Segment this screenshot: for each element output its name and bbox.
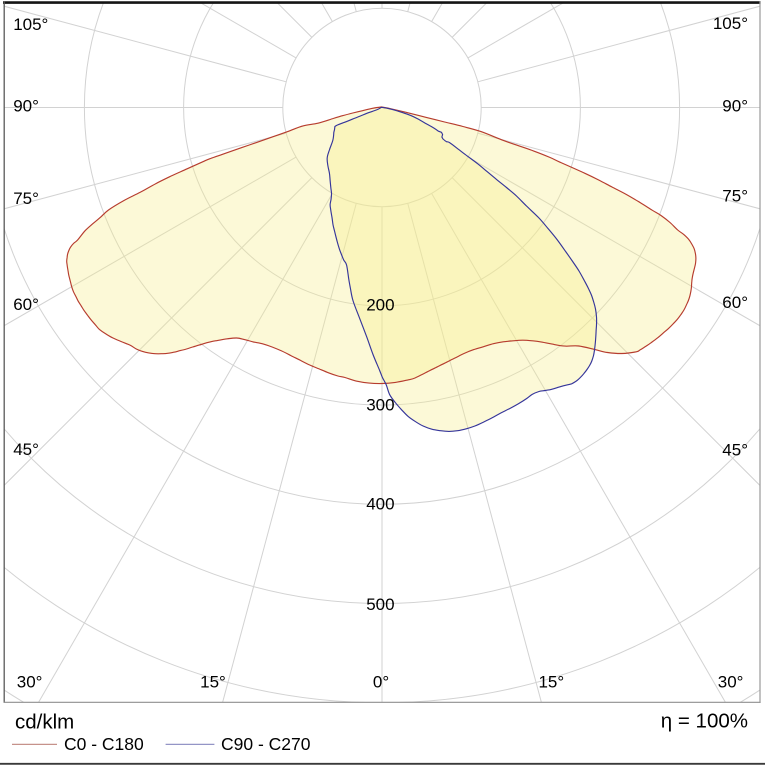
- svg-text:30°: 30°: [718, 673, 744, 692]
- svg-text:C0 - C180: C0 - C180: [64, 734, 144, 754]
- svg-text:75°: 75°: [13, 189, 39, 208]
- svg-text:cd/klm: cd/klm: [15, 710, 74, 733]
- svg-text:400: 400: [366, 494, 394, 513]
- svg-text:30°: 30°: [17, 673, 43, 692]
- svg-text:45°: 45°: [722, 441, 748, 460]
- svg-text:105°: 105°: [713, 14, 748, 33]
- svg-text:90°: 90°: [722, 97, 748, 116]
- svg-text:0°: 0°: [373, 673, 389, 692]
- svg-text:75°: 75°: [722, 187, 748, 206]
- svg-text:90°: 90°: [13, 96, 39, 115]
- svg-text:300: 300: [366, 395, 394, 414]
- svg-text:15°: 15°: [538, 673, 564, 692]
- svg-text:500: 500: [366, 595, 394, 614]
- svg-text:15°: 15°: [200, 673, 226, 692]
- svg-text:60°: 60°: [722, 293, 748, 312]
- svg-text:η = 100%: η = 100%: [661, 710, 748, 733]
- svg-text:105°: 105°: [13, 15, 48, 34]
- svg-text:200: 200: [366, 295, 394, 314]
- svg-text:45°: 45°: [13, 440, 39, 459]
- svg-text:C90 - C270: C90 - C270: [221, 734, 311, 754]
- svg-text:60°: 60°: [13, 295, 39, 314]
